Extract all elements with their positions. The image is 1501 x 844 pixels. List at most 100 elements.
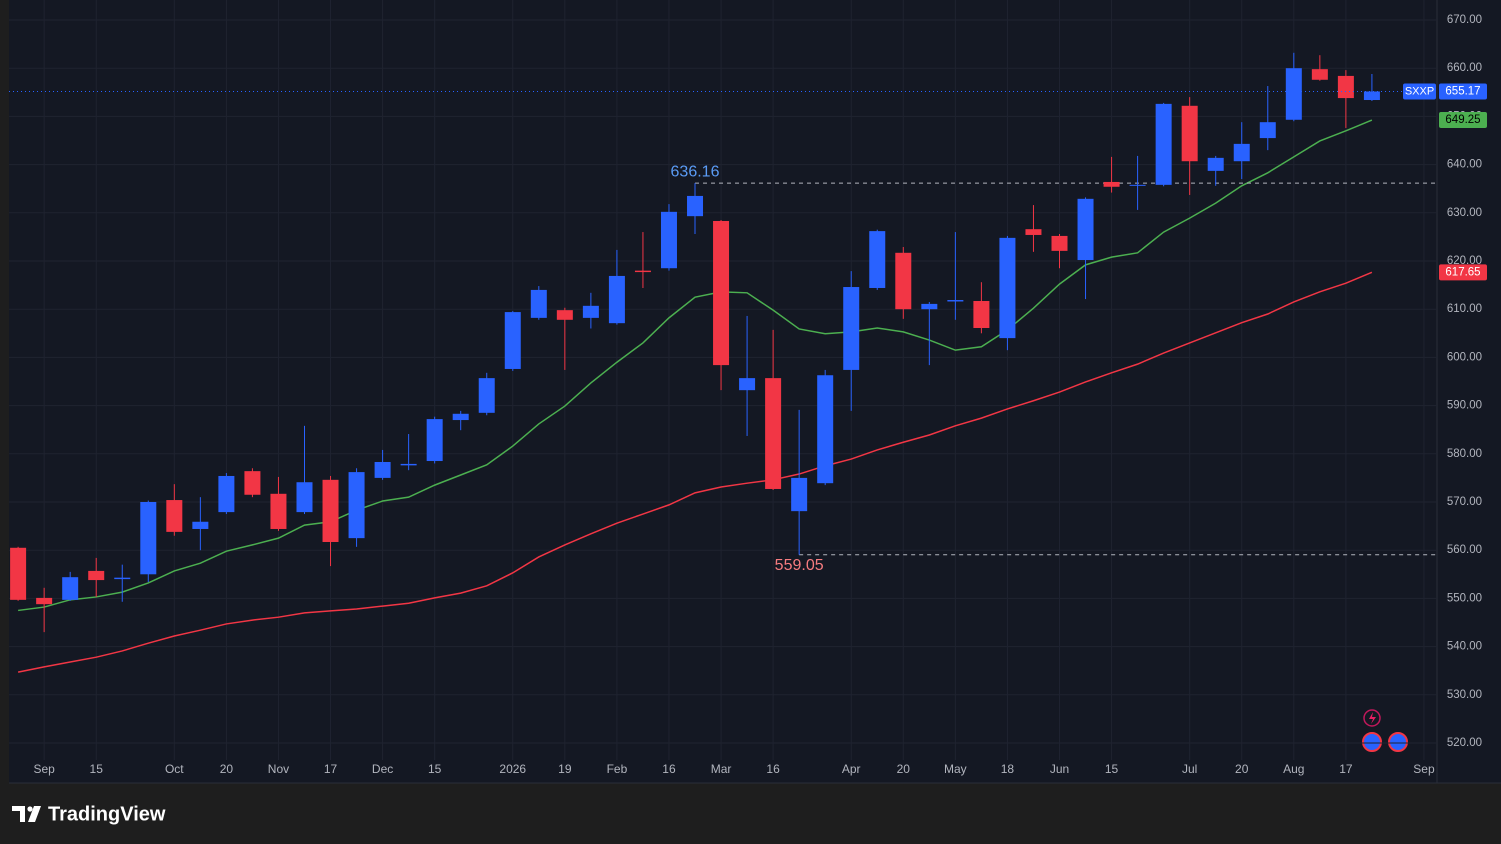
- candle-body: [1285, 68, 1302, 120]
- x-tick-label: 19: [558, 762, 572, 776]
- x-tick-label: 15: [1105, 762, 1119, 776]
- candle-body: [582, 305, 599, 318]
- candle-body: [140, 501, 157, 575]
- y-tick-label: 670.00: [1447, 14, 1482, 26]
- candle-body: [1259, 122, 1276, 139]
- y-tick-label: 550.00: [1447, 592, 1482, 604]
- x-tick-label: Oct: [165, 762, 184, 776]
- candle-body: [166, 500, 183, 532]
- candle-body: [478, 378, 495, 413]
- candle-body: [608, 275, 625, 324]
- candle-body: [296, 482, 313, 513]
- y-tick-label: 620.00: [1447, 255, 1482, 267]
- logo: TradingView: [12, 803, 166, 825]
- symbol-label: SXXP: [1405, 85, 1434, 97]
- candle-body: [62, 577, 79, 600]
- x-tick-label: 18: [1001, 762, 1015, 776]
- candle-body: [713, 220, 730, 366]
- price-tag: [1439, 264, 1487, 281]
- y-tick-label: 600.00: [1447, 351, 1482, 363]
- candle-body: [426, 419, 443, 462]
- icon: [1369, 712, 1376, 724]
- price-label: 649.25: [1445, 114, 1480, 126]
- candle-body: [1207, 157, 1224, 171]
- candle-body: [10, 547, 27, 600]
- y-tick-label: 540.00: [1447, 641, 1482, 653]
- x-tick-label: Dec: [372, 762, 393, 776]
- x-tick-label: May: [944, 762, 967, 776]
- candle-body: [1077, 198, 1094, 261]
- logo-icon: [27, 806, 33, 812]
- x-tick-label: 20: [897, 762, 911, 776]
- candle-body: [348, 472, 365, 539]
- candle-body: [504, 312, 521, 369]
- candle-body: [400, 463, 417, 466]
- candle-body: [843, 287, 860, 370]
- candle-body: [739, 378, 756, 391]
- y-tick-label: 660.00: [1447, 62, 1482, 74]
- price-label: 617.65: [1445, 266, 1480, 278]
- candle-body: [322, 479, 339, 542]
- logo-icon: [28, 806, 41, 822]
- moving-average-line: [18, 119, 1373, 612]
- x-tick-label: 16: [766, 762, 780, 776]
- candle-body: [270, 493, 287, 529]
- candle-body: [687, 195, 704, 217]
- candle-body: [1181, 105, 1198, 162]
- candle-body: [999, 237, 1016, 339]
- x-tick-label: 20: [1235, 762, 1249, 776]
- x-tick-label: Jul: [1182, 762, 1197, 776]
- annotation-label: 559.05: [775, 557, 824, 574]
- price-label: 655.17: [1445, 86, 1480, 98]
- candle-body: [1337, 75, 1354, 99]
- y-tick-label: 640.00: [1447, 159, 1482, 171]
- candle-body: [660, 211, 677, 269]
- price-tag: [1439, 83, 1487, 100]
- candle-body: [1129, 184, 1146, 186]
- x-tick-label: 17: [324, 762, 338, 776]
- y-tick-label: 630.00: [1447, 207, 1482, 219]
- candle-body: [634, 270, 651, 273]
- y-tick-label: 590.00: [1447, 400, 1482, 412]
- candle-body: [1155, 103, 1172, 185]
- candle-body: [192, 521, 209, 529]
- x-tick-label: 17: [1339, 762, 1353, 776]
- candle-body: [1025, 229, 1042, 235]
- x-tick-label: 2026: [499, 762, 526, 776]
- annotation-label: 636.16: [671, 163, 720, 180]
- x-tick-label: Apr: [842, 762, 861, 776]
- candle-body: [973, 301, 990, 328]
- candle-body: [921, 303, 938, 310]
- x-tick-label: 15: [428, 762, 442, 776]
- y-tick-label: 530.00: [1447, 689, 1482, 701]
- symbol-tag: [1403, 83, 1436, 100]
- candle-body: [530, 289, 547, 318]
- icon: [1388, 732, 1408, 752]
- x-tick-label: 20: [220, 762, 234, 776]
- candle-body: [452, 413, 469, 421]
- indicator-icons: [1362, 709, 1408, 752]
- candle-body: [88, 570, 105, 581]
- candle-body: [1311, 69, 1328, 80]
- candle-body: [374, 461, 391, 478]
- candle-body: [556, 310, 573, 320]
- y-tick-label: 520.00: [1447, 737, 1482, 749]
- price-tag: [1439, 112, 1487, 129]
- candle-body: [895, 252, 912, 310]
- candle-body: [114, 577, 131, 580]
- candle-body: [1233, 143, 1250, 162]
- x-tick-label: Jun: [1050, 762, 1069, 776]
- candle-body: [218, 475, 235, 513]
- x-tick-label: Sep: [33, 762, 55, 776]
- logo-icon: [12, 806, 25, 822]
- y-tick-label: 580.00: [1447, 448, 1482, 460]
- icon: [1362, 732, 1382, 752]
- candle-body: [765, 378, 782, 489]
- candle-body: [791, 477, 808, 512]
- y-tick-label: 560.00: [1447, 544, 1482, 556]
- chart-background: [9, 0, 1501, 783]
- x-tick-label: 15: [90, 762, 104, 776]
- candle-body: [36, 597, 53, 605]
- candle-body: [1103, 181, 1120, 187]
